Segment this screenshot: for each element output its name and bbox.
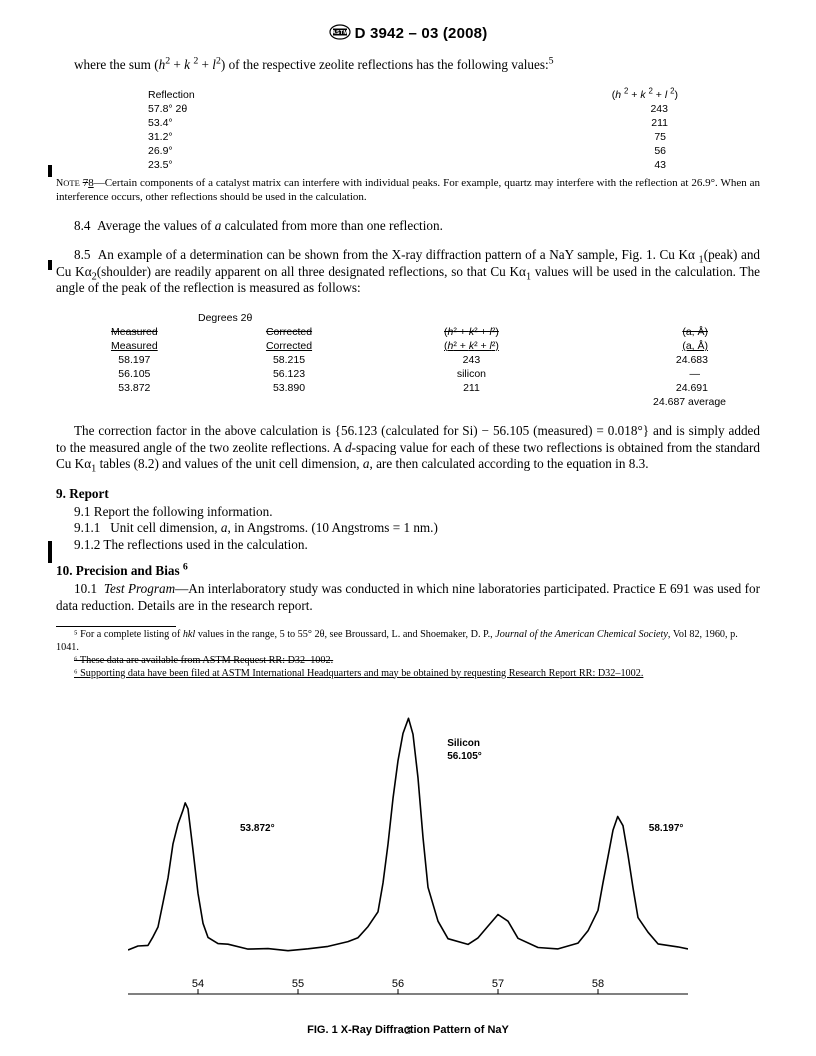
xrd-figure: 54 55 56 57 58 53.872° Silicon 56.105° 58.197° xyxy=(128,694,688,1020)
revision-bar xyxy=(48,260,52,270)
svg-text:56: 56 xyxy=(392,978,404,990)
table-head: (h 2 + k 2 + l 2) xyxy=(294,89,758,101)
intro-line: where the sum (h2 + k 2 + l2) of the res… xyxy=(56,57,760,74)
footnote-6-new: ⁶ Supporting data have been filed at AST… xyxy=(56,668,760,681)
struck-head: (h² + k² + l²) xyxy=(444,326,499,338)
table-cell: 24.683 xyxy=(578,354,758,366)
table-cell: 56 xyxy=(294,145,758,157)
struck-head: (a, Å) xyxy=(682,326,708,338)
table-cell: 31.2° xyxy=(58,131,292,143)
svg-text:57: 57 xyxy=(492,978,504,990)
para-8-4: 8.4 Average the values of a calculated f… xyxy=(56,218,760,235)
svg-text:58.197°: 58.197° xyxy=(649,823,684,834)
table-cell: 56.123 xyxy=(213,368,366,380)
table-cell: 23.5° xyxy=(58,159,292,171)
table-cell: — xyxy=(578,368,758,380)
table-cell: 53.872 xyxy=(58,382,211,394)
section-9-head: 9. Report xyxy=(56,486,760,502)
table-cell: 57.8° 2θ xyxy=(58,103,292,115)
table-cell: 58.197 xyxy=(58,354,211,366)
svg-text:54: 54 xyxy=(192,978,204,990)
table-cell: 211 xyxy=(367,382,575,394)
new-head: (a, Å) xyxy=(682,340,708,352)
revision-bar xyxy=(48,541,52,563)
table-cell: 56.105 xyxy=(58,368,211,380)
footnote-6-struck: ⁶ These data are available from ASTM Req… xyxy=(56,655,760,668)
table-avg: 24.687 average xyxy=(578,396,758,408)
footnote-rule xyxy=(56,626,176,627)
svg-text:56.105°: 56.105° xyxy=(447,752,482,763)
note-text: —Certain components of a catalyst matrix… xyxy=(56,177,760,203)
footnote-ref: 6 xyxy=(183,562,188,573)
table-head: Reflection xyxy=(58,89,292,101)
para-8-5: 8.5 An example of a determination can be… xyxy=(56,247,760,297)
table-top-label: Degrees 2θ xyxy=(58,312,758,324)
new-head: (h² + k² + l²) xyxy=(444,340,499,352)
table-cell: 53.890 xyxy=(213,382,366,394)
page-number: 3 xyxy=(0,1023,816,1038)
para-10-1: 10.1 Test Program—An interlaboratory stu… xyxy=(56,581,760,614)
svg-text:ASTM: ASTM xyxy=(332,30,348,36)
calculation-table: Degrees 2θ Measured Corrected (h² + k² +… xyxy=(56,310,760,410)
footnote-5: ⁵ For a complete listing of hkl values i… xyxy=(56,629,760,655)
struck-head: Corrected xyxy=(266,326,312,338)
table-cell: 58.215 xyxy=(213,354,366,366)
table-cell: 24.691 xyxy=(578,382,758,394)
struck-head: Measured xyxy=(111,326,158,338)
astm-logo-icon: ASTM xyxy=(329,24,351,44)
doc-designation: D 3942 – 03 (2008) xyxy=(355,25,488,42)
section-10-title: 10. Precision and Bias xyxy=(56,563,180,578)
table-cell: 53.4° xyxy=(58,117,292,129)
section-10-head: 10. Precision and Bias 6 xyxy=(56,563,760,579)
table-cell: 243 xyxy=(294,103,758,115)
footnote-ref: 5 xyxy=(549,56,554,67)
table-cell: 26.9° xyxy=(58,145,292,157)
svg-text:58: 58 xyxy=(592,978,604,990)
svg-text:Silicon: Silicon xyxy=(447,738,480,749)
table-cell: 43 xyxy=(294,159,758,171)
page: ASTM D 3942 – 03 (2008) where the sum (h… xyxy=(0,0,816,1056)
para-9-1-2: 9.1.2 The reflections used in the calcul… xyxy=(56,537,760,554)
table-cell: 75 xyxy=(294,131,758,143)
table-cell: silicon xyxy=(367,368,575,380)
reflection-table: Reflection (h 2 + k 2 + l 2) 57.8° 2θ243… xyxy=(56,87,760,173)
svg-text:53.872°: 53.872° xyxy=(240,823,275,834)
svg-text:55: 55 xyxy=(292,978,304,990)
table-cell: 243 xyxy=(367,354,575,366)
para-correction: The correction factor in the above calcu… xyxy=(56,423,760,473)
footnotes: ⁵ For a complete listing of hkl values i… xyxy=(56,629,760,680)
para-9-1: 9.1 Report the following information. xyxy=(56,504,760,521)
new-head: Corrected xyxy=(266,340,312,352)
new-head: Measured xyxy=(111,340,158,352)
table-cell: 211 xyxy=(294,117,758,129)
revision-bar xyxy=(48,165,52,177)
doc-header: ASTM D 3942 – 03 (2008) xyxy=(56,24,760,44)
note-7-8: NOTE 78—Certain components of a catalyst… xyxy=(56,177,760,205)
para-9-1-1: 9.1.1 Unit cell dimension, a, in Angstro… xyxy=(56,520,760,537)
